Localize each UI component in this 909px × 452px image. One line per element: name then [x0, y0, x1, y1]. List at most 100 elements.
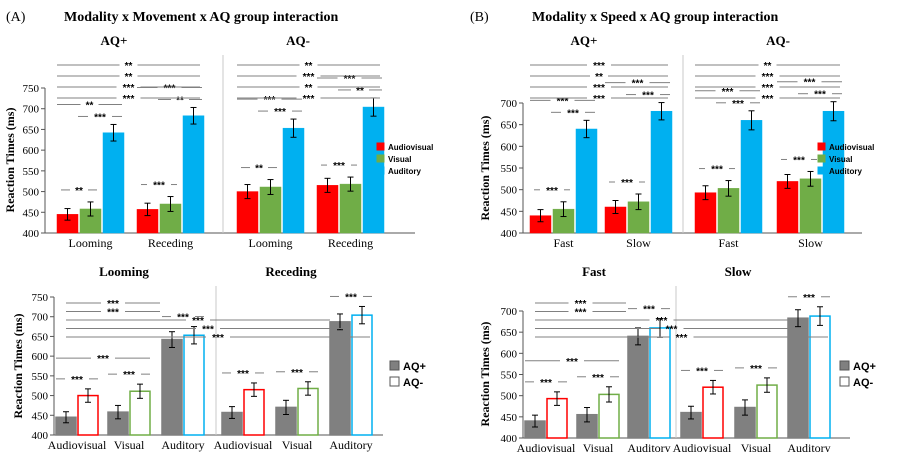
legend-swatch: [817, 166, 826, 175]
significance-marker: ***: [621, 178, 633, 189]
x-tick-label: Receding: [148, 236, 193, 250]
y-tick-label: 750: [23, 83, 40, 95]
significance-marker: ***: [732, 99, 744, 110]
significance-marker: **: [356, 86, 364, 97]
y-tick-label: 500: [32, 391, 49, 403]
significance-marker: **: [176, 95, 184, 106]
y-tick-label: 700: [501, 306, 518, 318]
y-axis-label: Reaction Times (ms): [3, 108, 17, 213]
x-tick-label: Receding: [328, 236, 373, 250]
significance-marker: ***: [123, 370, 135, 381]
panel-label-b: (B): [470, 10, 489, 25]
x-tick-label: Auditory: [787, 441, 830, 452]
y-tick-label: 550: [23, 166, 40, 178]
bar: [282, 127, 305, 234]
y-tick-label: 450: [501, 206, 518, 218]
significance-marker: ***: [153, 181, 165, 192]
significance-marker: ***: [803, 293, 815, 304]
y-tick-label: 450: [23, 207, 40, 219]
x-tick-label: Visual: [282, 438, 313, 452]
significance-marker: ***: [303, 94, 315, 105]
significance-marker: ***: [593, 94, 605, 105]
legend-label: AQ-: [403, 377, 424, 389]
bar: [756, 384, 778, 439]
legend-swatch: [817, 142, 826, 151]
significance-marker: ***: [696, 366, 708, 377]
legend-swatch: [839, 376, 850, 387]
significance-marker: ***: [804, 78, 816, 89]
y-tick-label: 400: [501, 433, 518, 445]
significance-marker: ***: [793, 155, 805, 166]
legend-swatch: [376, 166, 385, 175]
chart-a-bottom: 400 450 500 550 600 650 700 750 Reaction Times (…: [11, 264, 426, 452]
significance-marker: ***: [575, 299, 587, 310]
significance-marker: ***: [762, 83, 774, 94]
significance-marker: ***: [303, 72, 315, 83]
y-tick-label: 650: [501, 120, 518, 132]
significance-marker: ***: [202, 325, 214, 336]
bar: [740, 120, 763, 234]
significance-marker: ***: [643, 305, 655, 316]
y-tick-label: 600: [32, 351, 49, 363]
significance-marker: **: [75, 186, 83, 197]
x-tick-label: Visual: [114, 438, 145, 452]
y-tick-label: 400: [32, 430, 49, 442]
bar: [102, 132, 125, 234]
y-tick-label: 600: [23, 145, 40, 157]
charts: 400 450 500 550 600 650 700 750 Reaction Times (…: [3, 33, 876, 452]
significance-marker: **: [595, 72, 603, 83]
x-tick-label: Audiovisual: [214, 438, 273, 452]
significance-marker: ***: [750, 364, 762, 375]
significance-marker: ***: [71, 375, 83, 386]
significance-marker: ***: [575, 308, 587, 319]
legend-label: AQ+: [403, 361, 426, 373]
y-tick-label: 500: [501, 185, 518, 197]
significance-marker: ***: [94, 112, 106, 123]
significance-marker: ***: [123, 94, 135, 105]
group-label: Fast: [582, 264, 607, 279]
significance-marker: ***: [264, 95, 276, 106]
bar: [702, 386, 724, 439]
bar: [351, 314, 373, 436]
y-tick-label: 650: [32, 331, 49, 343]
legend-swatch: [839, 360, 850, 371]
x-tick-label: Slow: [626, 236, 651, 250]
legend-label: Auditory: [829, 167, 862, 176]
y-tick-label: 700: [32, 312, 49, 324]
title-b: Modality x Speed x AQ group interaction: [532, 10, 779, 25]
bar: [776, 181, 799, 234]
significance-marker: ***: [762, 94, 774, 105]
significance-marker: ***: [107, 299, 119, 310]
chart-a-top: 400 450 500 550 600 650 700 750 Reaction Times (…: [3, 33, 433, 250]
significance-marker: ***: [192, 316, 204, 327]
legend-label: Audiovisual: [829, 143, 874, 152]
significance-marker: ***: [97, 354, 109, 365]
significance-marker: ***: [274, 107, 286, 118]
legend-label: AQ+: [853, 361, 876, 373]
significance-marker: ***: [567, 108, 579, 119]
y-tick-label: 500: [23, 187, 40, 199]
y-tick-label: 500: [501, 391, 518, 403]
significance-marker: **: [255, 164, 263, 175]
significance-marker: **: [125, 72, 133, 83]
legend-label: Auditory: [388, 167, 421, 176]
x-tick-label: Looming: [69, 236, 113, 250]
legend-label: Audiovisual: [388, 143, 433, 152]
significance-marker: ***: [237, 369, 249, 380]
group-label: AQ-: [766, 33, 790, 48]
x-tick-label: Audiovisual: [517, 441, 576, 452]
significance-marker: ***: [566, 357, 578, 368]
significance-marker: ***: [557, 96, 569, 107]
y-tick-label: 550: [32, 371, 49, 383]
y-tick-label: 650: [23, 124, 40, 136]
legend-swatch: [376, 154, 385, 163]
significance-marker: ***: [592, 373, 604, 384]
significance-marker: **: [86, 100, 94, 111]
significance-marker: ***: [546, 186, 558, 197]
y-tick-label: 700: [23, 104, 40, 116]
bar: [799, 178, 822, 234]
bar: [575, 128, 598, 234]
significance-marker: ***: [711, 165, 723, 176]
significance-marker: ***: [345, 292, 357, 303]
